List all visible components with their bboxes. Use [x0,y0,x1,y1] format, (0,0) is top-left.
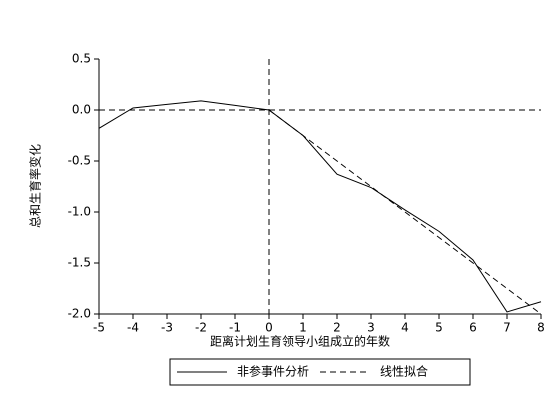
y-axis-label: 总和生育率变化 [28,144,43,228]
y-tick-label: -1.0 [68,205,91,219]
legend-box [169,358,471,386]
x-tick-label: 1 [299,321,307,335]
y-tick-label: -0.5 [68,154,91,168]
y-tick-label: -2.0 [68,307,91,321]
x-tick-label: 8 [537,321,545,335]
x-tick-label: -1 [229,321,241,335]
x-axis-label: 距离计划生育领导小组成立的年数 [210,334,390,349]
x-tick-label: -5 [93,321,105,335]
line-series [268,109,542,315]
y-tick-label: 0.0 [72,103,91,117]
legend-label: 非参事件分析 [237,364,309,379]
x-tick-label: 2 [333,321,341,335]
x-tick-label: 0 [265,321,273,335]
y-tick-label: -1.5 [68,256,91,270]
x-tick-label: -2 [195,321,207,335]
y-tick-label: 0.5 [72,52,91,66]
x-tick-label: 4 [401,321,409,335]
x-tick-label: 3 [367,321,375,335]
x-tick-label: 6 [469,321,477,335]
legend-label: 线性拟合 [380,364,428,379]
x-tick-label: 7 [503,321,511,335]
line-series [98,100,542,313]
x-tick-label: -3 [161,321,173,335]
x-tick-label: 5 [435,321,443,335]
x-tick-label: -4 [127,321,139,335]
